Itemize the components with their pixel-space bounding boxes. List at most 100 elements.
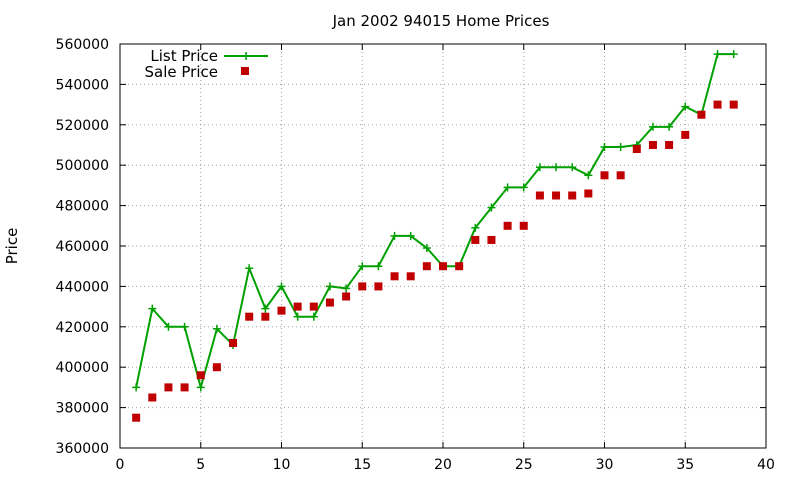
x-tick-label: 5	[196, 457, 205, 473]
data-point-sale-price	[212, 363, 221, 372]
data-point-list-price	[164, 322, 173, 331]
data-point-list-price	[374, 262, 383, 271]
data-point-sale-price	[422, 262, 431, 271]
grid	[120, 44, 766, 448]
data-point-sale-price	[455, 262, 464, 271]
y-tick-label: 400000	[56, 360, 109, 376]
data-point-sale-price	[406, 272, 415, 281]
data-point-list-price	[212, 324, 221, 333]
y-axis-label: Price	[3, 228, 21, 265]
x-tick-label: 20	[434, 457, 452, 473]
data-point-list-price	[568, 163, 577, 172]
x-tick-label: 0	[116, 457, 125, 473]
y-tick-label: 460000	[56, 239, 109, 255]
data-point-list-price	[293, 312, 302, 321]
data-point-list-price	[196, 383, 205, 392]
data-point-sale-price	[148, 393, 157, 402]
x-tick-label: 35	[676, 457, 694, 473]
x-tick-label: 10	[273, 457, 291, 473]
data-point-list-price	[471, 223, 480, 232]
data-point-list-price	[584, 171, 593, 180]
data-point-sale-price	[390, 272, 399, 281]
data-point-sale-price	[519, 221, 528, 230]
data-point-sale-price	[196, 371, 205, 380]
y-tick-label: 520000	[56, 118, 109, 134]
data-point-list-price	[552, 163, 561, 172]
data-point-list-price	[665, 122, 674, 131]
data-point-sale-price	[229, 338, 238, 347]
y-tick-labels: 360000 380000 400000 420000 440000 460000 4800…	[56, 37, 109, 457]
legend-marker-sale-price	[241, 67, 249, 75]
data-point-sale-price	[552, 191, 561, 200]
data-point-list-price	[148, 304, 157, 313]
data-point-sale-price	[342, 292, 351, 301]
chart-title: Jan 2002 94015 Home Prices	[332, 12, 550, 30]
plot-frame	[119, 43, 767, 449]
series-line-list-price	[135, 53, 734, 389]
data-point-sale-price	[358, 282, 367, 291]
data-point-list-price	[487, 203, 496, 212]
data-point-list-price	[358, 262, 367, 271]
data-point-sale-price	[713, 100, 722, 109]
x-tick-label: 30	[596, 457, 614, 473]
data-point-sale-price	[374, 282, 383, 291]
data-point-sale-price	[471, 235, 480, 244]
x-tick-label: 15	[353, 457, 371, 473]
legend-label-sale-price: Sale Price	[145, 63, 218, 81]
data-point-sale-price	[309, 302, 318, 311]
y-tick-label: 380000	[56, 401, 109, 417]
data-point-sale-price	[681, 130, 690, 139]
data-point-list-price	[309, 312, 318, 321]
data-point-list-price	[600, 143, 609, 152]
y-tick-label: 480000	[56, 199, 109, 215]
data-point-list-price	[406, 231, 415, 240]
data-point-sale-price	[584, 189, 593, 198]
data-point-list-price	[535, 163, 544, 172]
data-point-sale-price	[277, 306, 286, 315]
y-tick-label: 560000	[56, 37, 109, 53]
data-point-list-price	[713, 50, 722, 59]
data-point-sale-price	[600, 171, 609, 180]
data-point-list-price	[729, 50, 738, 59]
data-point-sale-price	[568, 191, 577, 200]
data-point-list-price	[180, 322, 189, 331]
data-point-list-price	[503, 183, 512, 192]
legend-marker-list-price	[242, 52, 250, 60]
data-point-sale-price	[164, 383, 173, 392]
x-tick-labels: 0 5 10 15 20 25 30 35 40	[116, 457, 775, 473]
series-layer	[132, 50, 738, 422]
data-point-list-price	[261, 304, 270, 313]
y-tick-label: 500000	[56, 158, 109, 174]
data-point-list-price	[616, 143, 625, 152]
data-point-sale-price	[665, 141, 674, 149]
data-point-sale-price	[632, 145, 641, 154]
data-point-sale-price	[503, 221, 512, 230]
data-point-list-price	[325, 282, 334, 291]
data-point-sale-price	[648, 141, 657, 149]
data-point-sale-price	[729, 100, 738, 109]
data-point-list-price	[390, 231, 399, 240]
data-point-sale-price	[616, 171, 625, 180]
y-tick-label: 540000	[56, 77, 109, 93]
data-point-list-price	[519, 183, 528, 192]
data-point-sale-price	[439, 262, 447, 271]
legend: List Price Sale Price	[145, 47, 268, 81]
x-tick-label: 40	[757, 457, 775, 473]
data-point-list-price	[422, 244, 431, 253]
x-tick-label: 25	[515, 457, 533, 473]
legend-plus-marker	[242, 52, 250, 60]
y-tick-label: 420000	[56, 320, 109, 336]
data-point-sale-price	[180, 383, 189, 392]
data-point-list-price	[648, 122, 657, 131]
data-point-sale-price	[261, 312, 270, 321]
data-point-list-price	[132, 383, 141, 392]
y-tick-label: 360000	[56, 441, 109, 457]
legend-label-list-price: List Price	[150, 47, 218, 65]
data-point-sale-price	[325, 298, 334, 307]
data-point-sale-price	[293, 302, 302, 311]
data-point-sale-price	[535, 191, 544, 200]
y-tick-label: 440000	[56, 279, 109, 295]
data-point-list-price	[681, 102, 690, 111]
